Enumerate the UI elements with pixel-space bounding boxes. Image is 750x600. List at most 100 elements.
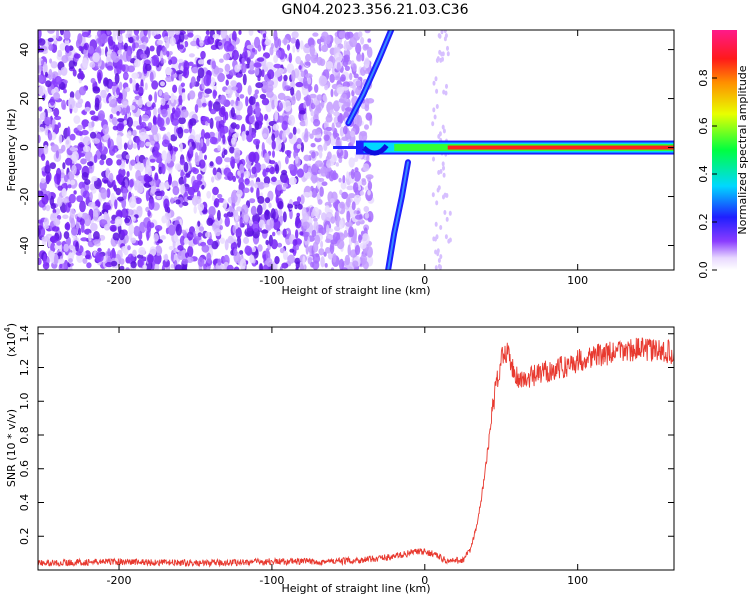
noise-blob (178, 196, 184, 208)
noise-blob (248, 114, 255, 124)
noise-blob (169, 95, 178, 100)
noise-blob (307, 77, 312, 85)
noise-blob (265, 61, 274, 68)
noise-blob (283, 37, 288, 46)
noise-blob (301, 207, 307, 219)
noise-blob (297, 168, 304, 178)
y-tick-label: 0 (18, 144, 31, 151)
noise-blob (282, 250, 289, 260)
noise-blob (132, 216, 136, 222)
noise-blob (185, 173, 191, 178)
noise-blob (340, 180, 347, 190)
noise-blob (194, 104, 199, 113)
noise-blob (367, 176, 371, 183)
noise-blob (442, 89, 446, 95)
noise-blob (339, 76, 346, 82)
noise-blob (75, 251, 83, 256)
noise-blob (367, 38, 372, 43)
noise-blob (57, 251, 63, 257)
noise-blob (38, 227, 41, 237)
noise-blob (38, 118, 42, 126)
noise-blob (68, 193, 76, 204)
noise-blob (226, 94, 232, 99)
x-tick-label: 100 (567, 574, 588, 587)
noise-blob (144, 63, 152, 72)
x-tick-label: 0 (421, 274, 428, 287)
noise-blob (280, 141, 285, 153)
noise-blob (303, 231, 308, 242)
noise-blob (245, 130, 250, 136)
noise-blob (100, 33, 108, 44)
noise-blob (154, 91, 158, 103)
noise-blob (231, 137, 236, 145)
noise-blob (271, 133, 276, 142)
snr-y-ticks: 0.2 0.4 0.6 0.8 1.0 1.2 1.4 (18, 325, 674, 545)
noise-blob (178, 58, 184, 64)
noise-blob (364, 212, 370, 219)
noise-blob (445, 83, 448, 89)
noise-blob (165, 66, 172, 76)
noise-blob (361, 233, 370, 245)
noise-blob (142, 159, 147, 165)
noise-blob (311, 151, 316, 159)
noise-blob (161, 108, 167, 115)
snr-line (38, 337, 674, 568)
noise-blob (118, 59, 123, 71)
noise-blob (325, 126, 333, 132)
noise-blob (161, 139, 170, 147)
noise-blob (331, 154, 338, 163)
noise-blob (45, 204, 51, 212)
noise-blob (198, 150, 203, 163)
noise-blob (117, 196, 125, 202)
noise-blob (339, 201, 345, 209)
noise-blob (223, 53, 230, 61)
noise-blob (321, 212, 327, 221)
noise-blob (287, 203, 294, 209)
noise-blob (235, 221, 239, 229)
noise-blob (107, 248, 111, 256)
noise-blob (109, 114, 113, 119)
noise-blob (230, 191, 238, 204)
noise-blob (316, 94, 323, 101)
noise-blob (282, 183, 289, 188)
noise-blob (172, 84, 178, 94)
noise-blob (217, 258, 222, 266)
noise-blob (261, 80, 268, 90)
noise-blob (288, 114, 296, 126)
noise-region (38, 30, 452, 270)
noise-blob (172, 185, 180, 196)
noise-blob (103, 224, 111, 231)
noise-blob (295, 155, 299, 164)
noise-blob (228, 69, 237, 76)
doppler-curve-core (347, 30, 393, 125)
noise-blob (311, 229, 317, 237)
noise-blob (161, 215, 167, 224)
noise-blob (265, 239, 270, 246)
noise-blob (325, 238, 331, 244)
noise-blob (132, 120, 140, 128)
noise-blob (57, 258, 65, 265)
noise-blob (354, 86, 362, 96)
noise-blob (262, 168, 267, 178)
noise-blob (227, 237, 235, 244)
noise-blob (89, 191, 93, 201)
noise-blob (338, 177, 342, 183)
noise-blob (286, 44, 291, 51)
noise-blob (138, 114, 142, 126)
noise-blob (279, 102, 283, 111)
noise-blob (38, 225, 43, 230)
noise-blob (126, 171, 130, 178)
noise-blob (63, 89, 67, 94)
noise-blob (159, 235, 167, 240)
noise-blob (302, 191, 311, 198)
noise-blob (82, 119, 86, 130)
colorbar-tick-label: 0.0 (697, 261, 710, 279)
noise-blob (38, 43, 41, 54)
noise-blob (305, 53, 311, 62)
noise-blob (329, 109, 335, 115)
noise-blob (69, 208, 76, 218)
noise-blob (205, 231, 211, 238)
y-tick-label: 0.6 (18, 460, 31, 478)
noise-blob (217, 72, 226, 83)
noise-blob (323, 37, 327, 47)
